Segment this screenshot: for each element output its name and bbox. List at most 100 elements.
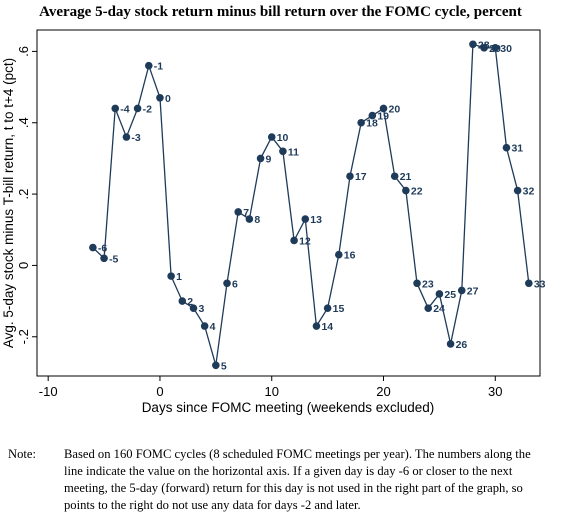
point-label: -6 xyxy=(98,243,107,255)
data-point xyxy=(335,250,343,259)
point-label: -3 xyxy=(131,132,140,144)
data-point xyxy=(491,44,500,52)
point-label: 22 xyxy=(411,186,423,198)
point-label: 23 xyxy=(422,278,434,290)
data-point xyxy=(513,186,522,195)
point-label: 29 xyxy=(489,43,501,55)
data-markers xyxy=(89,40,533,370)
data-point xyxy=(402,186,410,195)
data-point xyxy=(379,104,388,113)
point-label: 19 xyxy=(377,111,389,123)
data-point xyxy=(156,93,164,102)
data-point xyxy=(301,215,310,223)
point-label: 32 xyxy=(523,186,535,198)
data-point xyxy=(111,104,120,113)
point-label: -2 xyxy=(143,103,152,115)
data-point xyxy=(245,215,254,223)
data-point xyxy=(424,304,433,313)
data-point xyxy=(234,208,242,216)
chart-note: Note: Based on 160 FOMC cycles (8 schedu… xyxy=(8,446,548,514)
point-label: 13 xyxy=(310,214,322,226)
data-point xyxy=(446,340,455,348)
y-tick-label: -.2 xyxy=(16,329,31,344)
plot-frame xyxy=(36,29,541,377)
data-point xyxy=(469,40,477,49)
point-label: 27 xyxy=(467,285,479,297)
line-chart: -10 0 10 20 30 -.20.2.4.6 Days since FOMC me… xyxy=(1,29,546,415)
point-label: 8 xyxy=(254,214,260,226)
x-tick-label: -10 xyxy=(39,384,58,399)
data-point xyxy=(480,44,488,52)
data-point xyxy=(267,133,276,141)
y-tick-label: .6 xyxy=(16,46,31,57)
y-axis: -.2 0 .2 .4 .6 xyxy=(16,46,37,344)
data-point xyxy=(390,172,399,181)
x-tick-label: 10 xyxy=(264,384,278,399)
data-point xyxy=(189,304,198,313)
point-label: 28 xyxy=(478,39,490,51)
x-tick-label: 20 xyxy=(376,384,390,399)
data-point xyxy=(279,147,287,156)
y-axis-label: Avg. 5-day stock minus T-bill return, t … xyxy=(1,58,16,348)
data-point xyxy=(525,279,533,288)
x-axis-label: Days since FOMC meeting (weekends exclud… xyxy=(142,400,435,415)
data-point xyxy=(346,172,354,181)
point-label: 31 xyxy=(511,143,523,155)
point-label: 16 xyxy=(344,250,356,262)
point-label: 17 xyxy=(355,171,367,183)
point-label: 3 xyxy=(198,303,204,315)
data-point xyxy=(89,243,97,252)
point-label: 26 xyxy=(456,339,468,351)
note-text: Based on 160 FOMC cycles (8 scheduled FO… xyxy=(64,447,531,512)
data-point xyxy=(212,361,220,370)
x-tick-label: 0 xyxy=(156,384,163,399)
series-line xyxy=(92,43,530,366)
data-point xyxy=(133,104,142,113)
data-point xyxy=(200,322,209,330)
point-label: 18 xyxy=(366,118,378,130)
point-label: 33 xyxy=(534,278,546,290)
point-label: 5 xyxy=(221,360,227,372)
note-prefix: Note: xyxy=(8,447,36,461)
data-point xyxy=(502,143,511,152)
point-label: -5 xyxy=(109,253,118,265)
point-label: -4 xyxy=(120,103,129,115)
point-label: 2 xyxy=(187,296,193,308)
point-label: 11 xyxy=(288,146,299,158)
data-point xyxy=(100,254,108,263)
x-tick-label: 30 xyxy=(488,384,502,399)
point-label: 30 xyxy=(500,43,512,55)
point-label: 7 xyxy=(243,207,249,219)
data-point xyxy=(357,118,365,127)
data-point xyxy=(167,272,175,280)
point-label: 20 xyxy=(389,103,401,115)
point-label: 9 xyxy=(266,153,272,165)
point-label: 14 xyxy=(321,321,333,333)
point-label: 0 xyxy=(165,93,171,105)
chart-title: Average 5-day stock return minus bill re… xyxy=(39,4,522,20)
point-label: -1 xyxy=(154,61,163,73)
y-tick-label: 0 xyxy=(16,262,31,269)
point-label: 25 xyxy=(444,289,456,301)
data-point xyxy=(223,279,231,288)
data-point xyxy=(144,61,153,70)
data-point xyxy=(457,286,466,295)
y-tick-label: .2 xyxy=(16,189,31,200)
data-point xyxy=(290,236,298,245)
point-label: 6 xyxy=(232,278,238,290)
point-label: 21 xyxy=(400,171,412,183)
point-label: 1 xyxy=(176,271,182,283)
point-labels: -6-5-4-3-2-10123456789101112131415161718… xyxy=(98,39,546,372)
data-point xyxy=(435,290,444,298)
data-point xyxy=(368,111,377,120)
data-point xyxy=(178,297,187,305)
point-label: 12 xyxy=(299,235,311,247)
data-point xyxy=(323,304,332,313)
point-label: 15 xyxy=(333,303,345,315)
data-point xyxy=(256,154,265,163)
point-label: 4 xyxy=(210,321,216,333)
data-point xyxy=(312,322,321,330)
data-point xyxy=(413,279,421,288)
data-point xyxy=(122,133,131,141)
y-tick-label: .4 xyxy=(16,117,31,128)
